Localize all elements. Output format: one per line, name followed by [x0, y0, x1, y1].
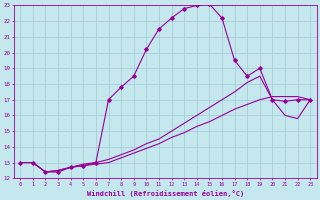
X-axis label: Windchill (Refroidissement éolien,°C): Windchill (Refroidissement éolien,°C) [87, 190, 244, 197]
